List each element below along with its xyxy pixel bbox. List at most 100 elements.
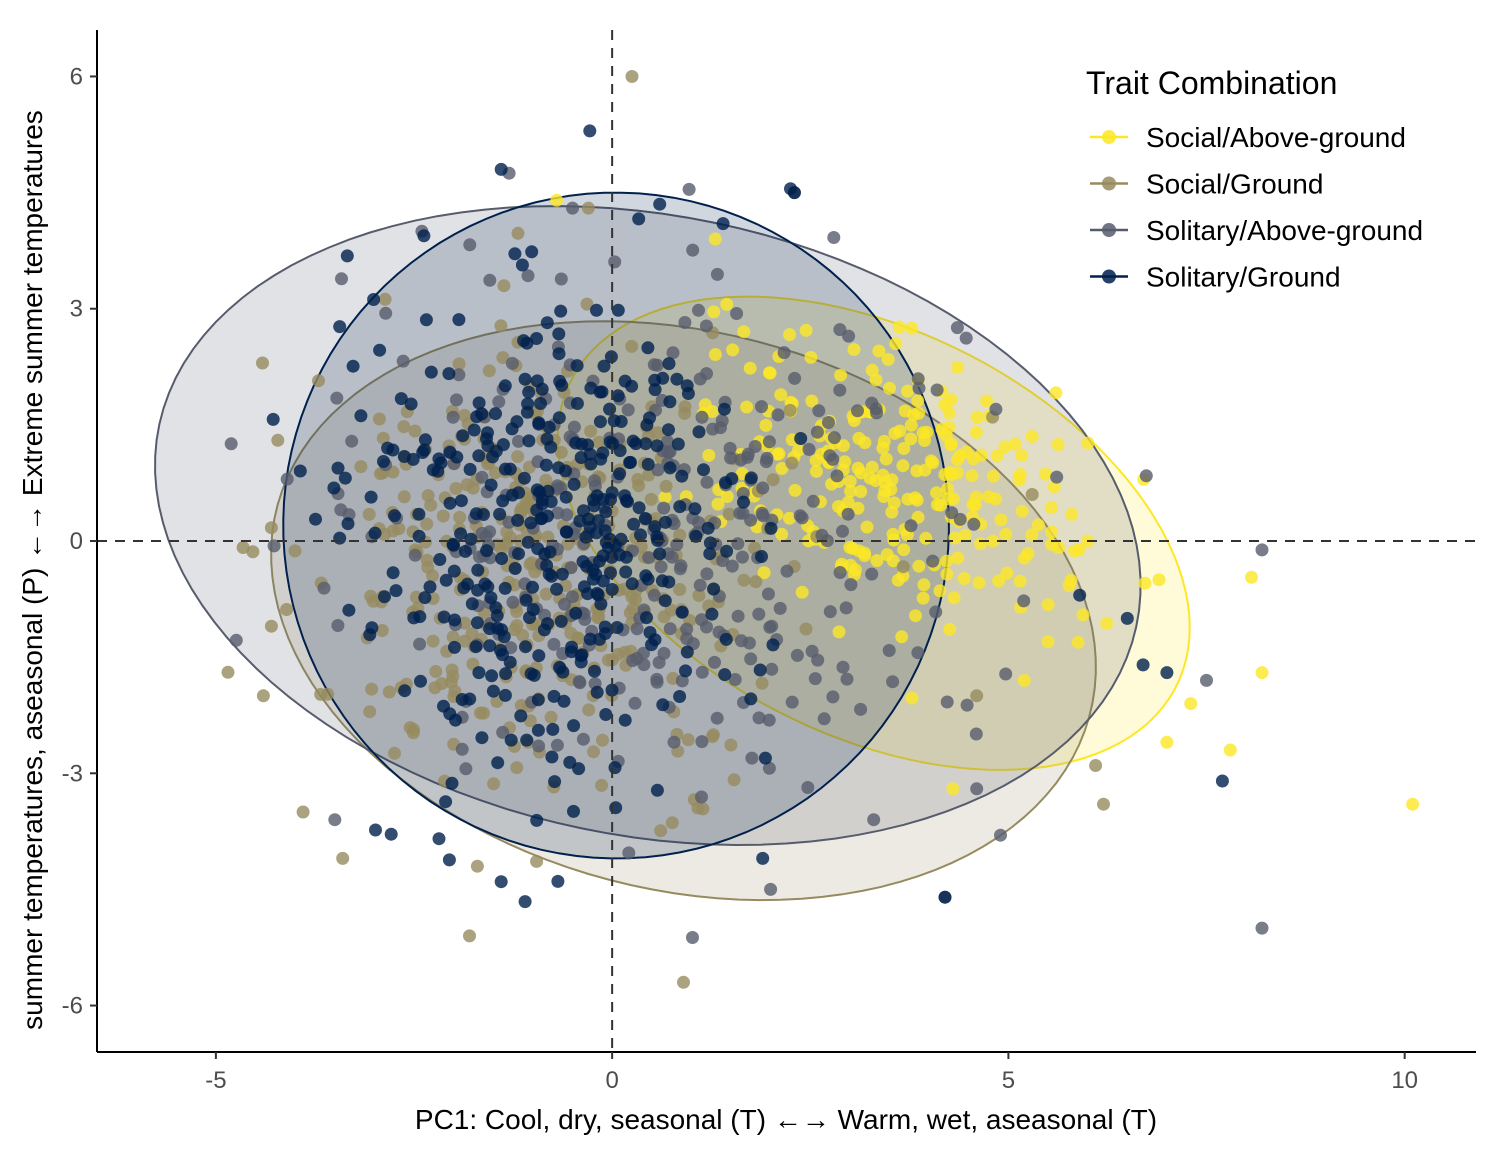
point [446, 410, 460, 424]
point [917, 578, 931, 592]
point [970, 410, 984, 424]
point [792, 443, 805, 457]
point [512, 434, 525, 448]
point [547, 689, 561, 703]
point [559, 464, 572, 478]
point [783, 403, 797, 417]
point [870, 406, 884, 420]
point [805, 644, 819, 658]
point [647, 588, 661, 602]
point [731, 609, 745, 623]
point [280, 472, 294, 486]
point [526, 580, 539, 594]
point [522, 434, 536, 448]
point [564, 626, 578, 640]
point [994, 828, 1007, 842]
point [475, 526, 489, 540]
point [550, 582, 564, 596]
point [594, 597, 608, 611]
point [408, 424, 422, 438]
point [560, 525, 574, 539]
point [494, 319, 508, 333]
point [1139, 469, 1153, 483]
point [498, 581, 512, 595]
point [744, 652, 758, 666]
point [521, 535, 535, 549]
point [904, 519, 918, 533]
point [969, 727, 983, 741]
point [703, 547, 717, 561]
point [514, 709, 528, 723]
point [650, 439, 664, 453]
point [384, 827, 398, 841]
point [1017, 673, 1031, 687]
point [843, 474, 857, 488]
point [539, 473, 553, 487]
point [1406, 797, 1420, 811]
point [597, 359, 611, 373]
point [448, 640, 461, 654]
point [333, 531, 347, 545]
point [851, 404, 864, 418]
point [926, 554, 940, 568]
point [719, 476, 732, 490]
point [417, 443, 431, 457]
reference-lines [97, 30, 1476, 1052]
point [520, 336, 534, 350]
point [435, 677, 449, 691]
point [531, 723, 545, 737]
point [463, 462, 477, 476]
point [844, 578, 858, 592]
point [559, 490, 573, 504]
point [810, 425, 824, 439]
point [692, 425, 706, 439]
point [598, 620, 612, 634]
point [424, 365, 438, 379]
point [366, 594, 380, 608]
x-tick-label: 10 [1391, 1067, 1418, 1094]
point [693, 372, 707, 386]
point [552, 411, 566, 425]
legend-label: Solitary/Ground [1146, 262, 1341, 293]
point [626, 654, 640, 668]
point [737, 495, 750, 509]
point [328, 813, 342, 827]
point [785, 456, 799, 470]
point [865, 567, 879, 581]
point [443, 496, 457, 510]
point [950, 360, 964, 374]
point [724, 738, 738, 752]
point [836, 660, 850, 674]
point [644, 492, 658, 506]
point [625, 577, 639, 591]
point [833, 383, 847, 397]
point [555, 378, 569, 392]
point [475, 731, 489, 745]
point [827, 431, 841, 445]
point [794, 432, 808, 445]
point [445, 776, 459, 790]
point [413, 637, 427, 651]
point [839, 601, 853, 615]
point [673, 690, 687, 703]
point [520, 733, 534, 747]
point [483, 622, 497, 636]
point [520, 405, 534, 419]
point [680, 645, 694, 659]
point [755, 550, 768, 563]
point [590, 586, 604, 600]
point [264, 619, 278, 633]
point [639, 569, 653, 583]
point [731, 537, 745, 551]
point [708, 348, 722, 361]
point [1100, 616, 1114, 630]
point [1025, 528, 1039, 542]
point [342, 603, 356, 617]
point [346, 359, 360, 373]
point [341, 517, 355, 531]
point [581, 201, 595, 215]
point [466, 481, 480, 495]
point [365, 682, 379, 696]
point [394, 392, 408, 406]
point [408, 548, 422, 562]
